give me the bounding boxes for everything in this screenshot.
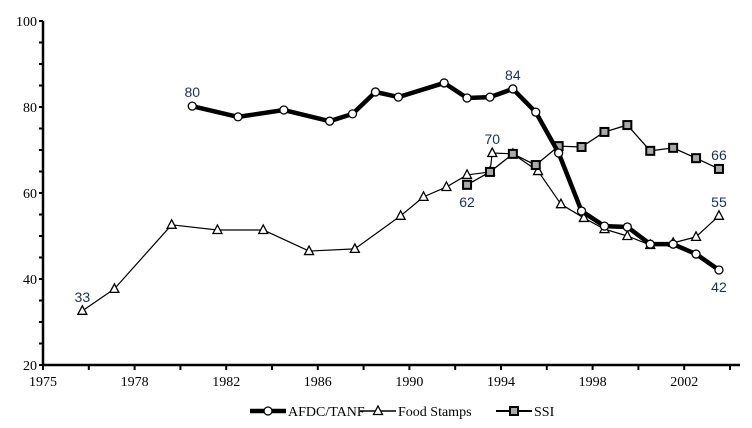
data-point: [108, 282, 120, 294]
data-point: [303, 244, 315, 256]
data-point: [349, 242, 361, 254]
y-tick-label: 20: [23, 359, 37, 374]
x-tick-label: 1998: [579, 375, 607, 390]
data-point: [714, 265, 724, 275]
data-point: [187, 101, 197, 111]
data-point: [439, 78, 449, 88]
data-label: 70: [484, 131, 500, 147]
data-point: [530, 160, 541, 171]
series-line: [81, 152, 720, 312]
data-point: [578, 211, 590, 223]
x-tick-label: 1978: [121, 375, 149, 390]
y-tick-label: 80: [23, 101, 37, 116]
data-point: [485, 92, 495, 102]
series-line: [466, 124, 720, 186]
data-point: [713, 209, 725, 220]
x-tick-label: 2002: [670, 375, 698, 390]
series-line: [191, 80, 721, 272]
data-point: [622, 222, 632, 232]
legend-marker: [263, 406, 273, 416]
data-point: [532, 164, 544, 176]
x-tick-label: 1994: [487, 375, 515, 390]
series-ssi: [462, 120, 724, 190]
data-point: [347, 109, 358, 119]
data-point: [484, 166, 495, 177]
x-tick-label: 1975: [29, 375, 57, 390]
legend-item: SSI: [496, 405, 555, 420]
data-label: 66: [711, 147, 727, 163]
data-point: [621, 229, 633, 241]
data-point: [393, 92, 404, 102]
y-tick-label: 40: [23, 273, 37, 288]
x-tick-label: 1990: [395, 375, 423, 390]
data-point: [645, 239, 655, 249]
data-point: [599, 126, 610, 137]
legend-label: Food Stamps: [398, 405, 472, 420]
x-tick-label: 1986: [304, 375, 332, 390]
legend-item: AFDC/TANF: [250, 405, 365, 420]
x-tick-label: 1982: [212, 375, 240, 390]
data-label: 33: [75, 289, 91, 305]
data-point: [507, 148, 518, 159]
data-point: [462, 93, 472, 103]
y-tick-label: 100: [16, 15, 37, 30]
data-point: [576, 206, 587, 216]
data-point: [440, 180, 453, 192]
y-tick-label: 60: [23, 187, 37, 202]
data-point: [668, 239, 678, 249]
data-point: [395, 209, 407, 220]
data-point: [645, 145, 656, 156]
data-point: [233, 112, 243, 122]
data-point: [76, 304, 88, 315]
data-point: [599, 221, 610, 231]
data-point: [279, 105, 289, 115]
data-point: [324, 116, 335, 126]
legend-marker: [509, 406, 519, 416]
data-point: [417, 190, 430, 202]
data-point: [166, 218, 178, 229]
legend: AFDC/TANF Food Stamps SSI: [250, 404, 555, 420]
data-point: [531, 107, 541, 117]
series-afdc-tanf: [187, 78, 724, 275]
data-label: 84: [505, 67, 521, 83]
data-label: 80: [184, 84, 200, 100]
legend-label: AFDC/TANF: [288, 405, 365, 420]
data-point: [211, 223, 224, 235]
data-point: [554, 148, 564, 158]
data-point: [713, 163, 724, 174]
data-point: [370, 87, 381, 97]
data-point: [691, 249, 701, 259]
data-label: 42: [711, 279, 727, 295]
data-point: [622, 120, 633, 131]
data-point: [486, 146, 498, 158]
data-point: [462, 179, 473, 190]
data-point: [668, 142, 679, 153]
data-point: [691, 153, 702, 164]
data-point: [690, 230, 702, 242]
data-label: 62: [459, 194, 475, 210]
legend-label: SSI: [534, 405, 555, 420]
data-point: [461, 168, 473, 180]
legend-marker: [372, 404, 384, 416]
data-label: 55: [711, 194, 727, 210]
data-point: [576, 141, 587, 152]
data-point: [555, 197, 567, 209]
data-point: [257, 223, 269, 235]
data-point: [508, 84, 518, 94]
legend-item: Food Stamps: [360, 404, 472, 420]
